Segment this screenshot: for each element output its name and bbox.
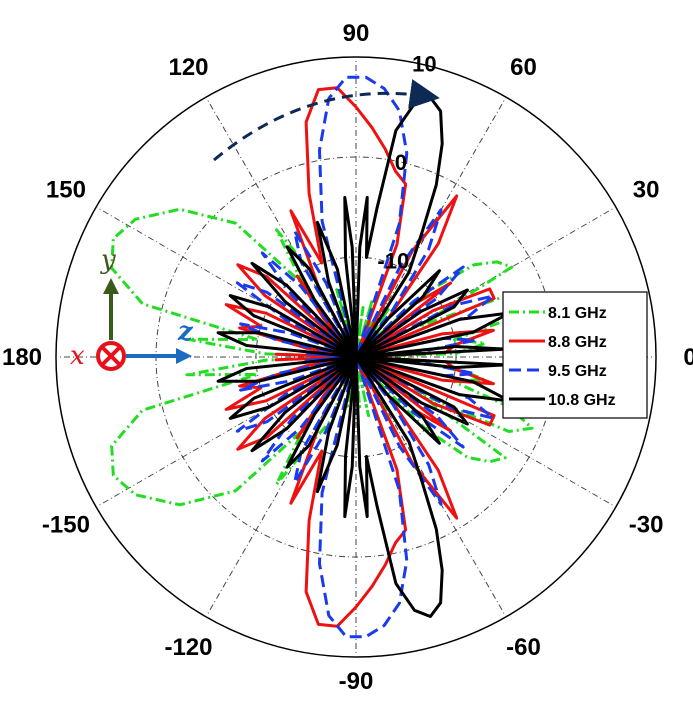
x-cross-b	[100, 345, 122, 367]
z-axis-label: z	[177, 317, 194, 347]
legend: 8.1 GHz 8.8 GHz 9.5 GHz 10.8 GHz	[502, 291, 648, 419]
grid-spoke-240	[205, 356, 357, 618]
legend-label-1: 8.8 GHz	[548, 334, 607, 351]
y-arrow-head	[103, 278, 119, 294]
angle-tick-label: -30	[629, 512, 664, 539]
legend-box	[502, 291, 648, 419]
series-layer	[110, 75, 539, 639]
angle-tick-label: 180	[2, 344, 42, 371]
angle-tick-label: 150	[46, 177, 86, 204]
grid-spoke-210	[95, 356, 357, 508]
angle-tick-label: -90	[339, 668, 374, 695]
legend-label-3: 10.8 GHz	[548, 392, 616, 409]
rotation-arrow	[213, 79, 440, 162]
series-line-3	[216, 96, 512, 618]
grid-spoke-330	[355, 356, 617, 508]
angle-tick-label: 0	[683, 344, 693, 371]
legend-label-2: 9.5 GHz	[548, 363, 607, 380]
x-axis-label: x	[70, 341, 85, 371]
radial-tick-label: -10	[377, 249, 409, 274]
radial-tick-label: 0	[395, 150, 407, 175]
angle-tick-label: 60	[510, 54, 537, 81]
grid-spoke-60	[355, 96, 507, 358]
radial-tick-label: 10	[412, 52, 436, 77]
angle-tick-label: 30	[633, 177, 660, 204]
angle-tick-label: 120	[168, 54, 208, 81]
angle-tick-label: -60	[506, 634, 541, 661]
grid-spoke-30	[355, 206, 617, 358]
coordinate-inset: y z x	[70, 245, 194, 371]
angle-tick-label: -150	[42, 512, 90, 539]
grid-spoke-300	[355, 356, 507, 618]
legend-label-0: 8.1 GHz	[548, 305, 607, 322]
grid-spoke-120	[205, 96, 357, 358]
polar-grid	[55, 56, 657, 658]
y-axis-label: y	[100, 245, 116, 275]
z-arrow-head	[176, 348, 192, 364]
angle-tick-label: -120	[164, 634, 212, 661]
angle-tick-label: 90	[343, 20, 370, 47]
grid-spoke-150	[95, 206, 357, 358]
tick-labels: 0 30 60 90 120 150 180 -150 -120 -90 -60 -30 10 0 -10	[2, 20, 693, 695]
